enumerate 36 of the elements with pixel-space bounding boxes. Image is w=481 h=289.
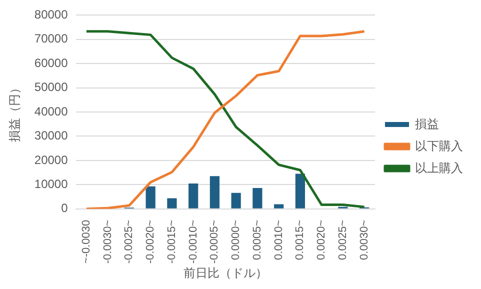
- x-tick-label: -0.0005~: [208, 220, 221, 264]
- y-axis-title: 損益（円）: [8, 82, 22, 142]
- x-tick-label: 0.0020~: [316, 220, 328, 260]
- x-tick-label: -0.0025~: [123, 220, 136, 264]
- y-tick-label: 70000: [34, 32, 68, 46]
- x-tick-label: 0.0010~: [272, 220, 285, 260]
- x-tick-label: -0.0020~: [144, 220, 157, 264]
- bar: [252, 188, 262, 208]
- y-tick-label: 10000: [34, 176, 68, 191]
- y-tick-label: 0: [61, 201, 68, 216]
- x-axis-title: 前日比（ドル）: [183, 266, 268, 280]
- bar: [167, 198, 177, 208]
- y-tick-label: 40000: [34, 104, 68, 118]
- x-tick-label: 0.0000~: [230, 220, 242, 260]
- bar: [146, 186, 156, 208]
- bar: [295, 174, 305, 208]
- bar: [210, 176, 220, 208]
- y-tick-label: 30000: [34, 128, 68, 143]
- legend-label: 以下購入: [415, 138, 463, 153]
- y-tick-label: 50000: [34, 80, 68, 94]
- legend-label: 損益: [415, 116, 439, 131]
- bar: [231, 192, 241, 208]
- x-tick-label: -0.0030~: [102, 220, 114, 264]
- y-tick-label: 80000: [34, 8, 68, 22]
- x-tick-label: 0.0005~: [251, 220, 264, 260]
- x-tick-label: -0.0015~: [166, 220, 178, 264]
- bar: [274, 204, 284, 208]
- y-tick-label: 20000: [34, 152, 68, 167]
- y-tick-label: 60000: [34, 56, 68, 70]
- x-tick-label: ~-0.0030: [80, 220, 92, 264]
- bar: [188, 183, 198, 208]
- x-tick-label: 0.0025~: [336, 220, 349, 260]
- legend-label: 以上購入: [415, 160, 463, 175]
- x-tick-label: 0.0015~: [294, 220, 306, 260]
- x-tick-label: 0.0030~: [358, 220, 370, 260]
- x-tick-label: -0.0010~: [187, 220, 200, 264]
